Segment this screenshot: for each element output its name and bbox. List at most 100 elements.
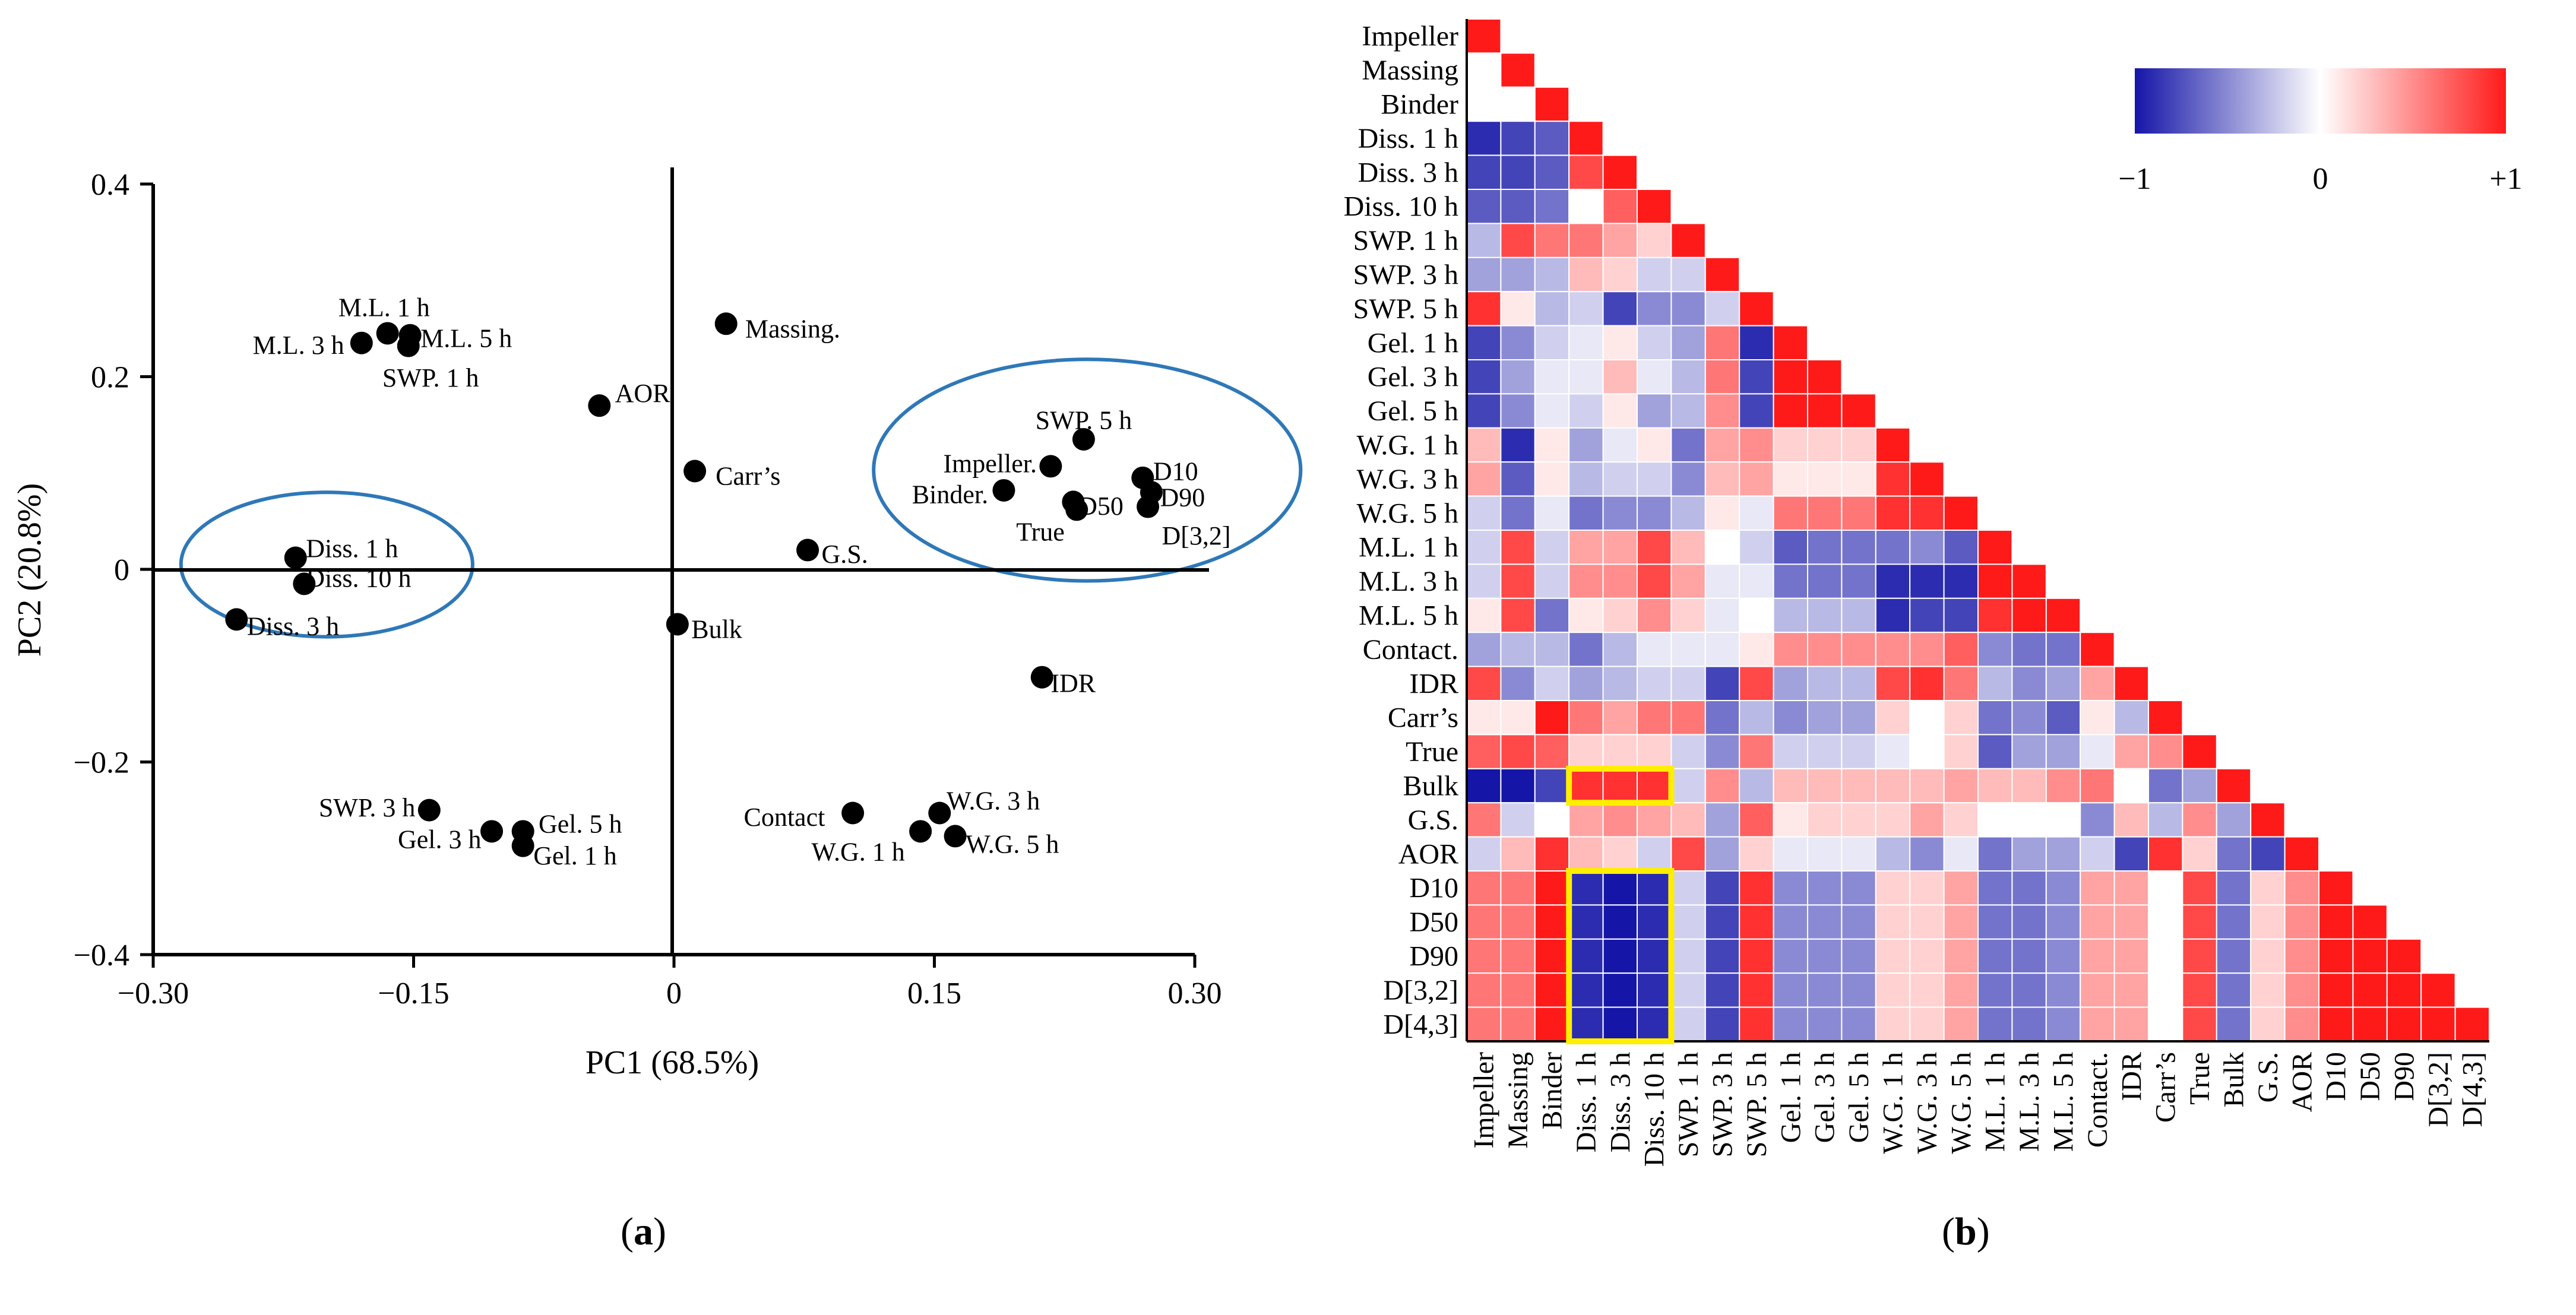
heatmap-row-label: W.G. 5 h (1356, 498, 1458, 529)
heatmap-cell (1943, 802, 1979, 838)
y-tick-label: 0.4 (91, 168, 129, 202)
heatmap-cell (1602, 1006, 1638, 1042)
heatmap-cell (1500, 768, 1536, 804)
heatmap-column-label: D[3,2] (2423, 1052, 2454, 1127)
heatmap-cell (1670, 359, 1706, 395)
heatmap-cell (1807, 597, 1843, 633)
heatmap-cell (1704, 461, 1740, 497)
heatmap-cell (1534, 189, 1570, 224)
heatmap-cell (1670, 223, 1706, 258)
pca-point-label: Binder. (912, 480, 988, 509)
heatmap-cell (1670, 563, 1706, 599)
heatmap-cell (2080, 836, 2115, 872)
heatmap-cell (2250, 802, 2286, 838)
heatmap-cell (1943, 495, 1979, 531)
heatmap-cell (2011, 836, 2047, 872)
heatmap-cell (2216, 870, 2252, 906)
heatmap-cell (1568, 495, 1604, 531)
heatmap-cell (1466, 121, 1502, 156)
heatmap-cell (1466, 632, 1502, 667)
heatmap-cell (2011, 666, 2047, 701)
heatmap-cell (1739, 666, 1774, 701)
pca-point (992, 479, 1015, 502)
heatmap-cell (2011, 938, 2047, 974)
heatmap-column-label: M.L. 5 h (2048, 1052, 2080, 1152)
heatmap-cell (1568, 700, 1604, 736)
heatmap-cell (1943, 530, 1979, 565)
heatmap-cell (1943, 870, 1979, 906)
heatmap-cell (1466, 1006, 1502, 1042)
heatmap-cell (2045, 870, 2081, 906)
heatmap-cell (1637, 393, 1672, 429)
heatmap-row-label: D[4,3] (1383, 1009, 1458, 1040)
heatmap-cell (1466, 666, 1502, 701)
heatmap-cell (1637, 427, 1672, 463)
pca-point-label: Contact (743, 803, 825, 832)
heatmap-cell (2182, 1006, 2217, 1042)
heatmap-cell (1875, 938, 1911, 974)
heatmap-cell (1568, 223, 1604, 258)
heatmap-cell (1977, 1006, 2013, 1042)
heatmap-cell (2011, 1006, 2047, 1042)
cluster-ellipses (179, 357, 1303, 639)
heatmap-cell (2080, 870, 2115, 906)
heatmap-cell (1568, 325, 1604, 360)
heatmap-cell (1875, 768, 1911, 804)
heatmap-cell (2386, 938, 2422, 974)
heatmap-cell (1602, 359, 1638, 395)
heatmap-cell (2182, 768, 2217, 804)
heatmap-cell (2011, 802, 2047, 838)
heatmap-cell (1602, 870, 1638, 906)
pca-point-label: SWP. 5 h (1036, 406, 1132, 435)
heatmap-cell (2045, 700, 2081, 736)
heatmap-cell (2080, 802, 2115, 838)
heatmap-cell (2352, 1006, 2388, 1042)
heatmap-cell (1841, 563, 1876, 599)
pca-point-label: M.L. 5 h (420, 324, 512, 353)
heatmap-cell (1739, 768, 1774, 804)
heatmap-cell (1670, 700, 1706, 736)
heatmap-cell (1704, 700, 1740, 736)
heatmap-cell (2148, 938, 2183, 974)
heatmap-cell (1807, 495, 1843, 531)
heatmap-cell (2182, 904, 2217, 940)
heatmap-row-label: Contact. (1363, 634, 1458, 666)
pca-tick-marks: −0.30 −0.15 0 0.15 0.30 0.4 0.2 0 −0.2 −0.4 (74, 168, 1222, 1010)
heatmap-cell (2080, 700, 2115, 736)
heatmap-cell (2284, 870, 2320, 906)
heatmap-row-label: D90 (1409, 941, 1458, 972)
heatmap-cell (1466, 700, 1502, 736)
cluster-ellipse (179, 490, 474, 639)
pca-point (1072, 427, 1095, 451)
heatmap-cell (1704, 495, 1740, 531)
heatmap-cell (2113, 836, 2150, 872)
heatmap-cell (1909, 1006, 1945, 1042)
heatmap-cell (1637, 223, 1672, 258)
pca-point-label: Gel. 1 h (533, 841, 617, 870)
heatmap-cell (1568, 121, 1604, 156)
heatmap-cell (1739, 325, 1774, 360)
heatmap-cell (2182, 870, 2217, 906)
heatmap-cell (1602, 495, 1638, 531)
heatmap-cell (1841, 666, 1876, 701)
heatmap-column-label: G.S. (2252, 1052, 2284, 1102)
heatmap-cell (1602, 666, 1638, 701)
heatmap-cell (1637, 666, 1672, 701)
heatmap-cell (2045, 632, 2081, 667)
heatmap-cell (1841, 972, 1876, 1008)
heatmap-cell (1534, 666, 1570, 701)
heatmap-cell (2216, 938, 2252, 974)
heatmap-cell (1466, 325, 1502, 360)
y-tick-label: 0 (114, 553, 129, 587)
pca-point-label: G.S. (821, 540, 868, 569)
heatmap-cell (2148, 972, 2183, 1008)
pca-point-label: AOR (615, 379, 671, 408)
heatmap-cell (1670, 904, 1706, 940)
heatmap-column-label: Bulk (2219, 1052, 2250, 1107)
heatmap-cell (1637, 836, 1672, 872)
heatmap-cell (1534, 223, 1570, 258)
heatmap-cell (1841, 597, 1876, 633)
heatmap-cell (1909, 597, 1945, 633)
heatmap-cell (1841, 495, 1876, 531)
